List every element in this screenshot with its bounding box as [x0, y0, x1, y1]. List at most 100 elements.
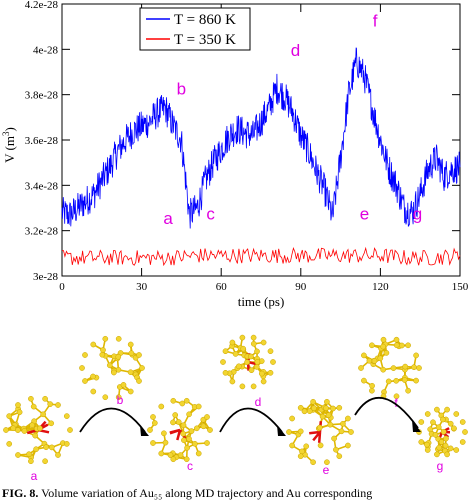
annotation-b: b [177, 80, 186, 99]
atom [102, 394, 109, 401]
atom [427, 426, 434, 433]
atom [331, 435, 337, 442]
atom [180, 430, 187, 437]
cluster-e: e [286, 398, 354, 477]
atom [128, 350, 135, 357]
atom [42, 458, 48, 465]
atom [260, 339, 267, 346]
atom [424, 411, 431, 417]
atom [444, 406, 450, 413]
atom [393, 377, 400, 384]
atom [170, 456, 177, 463]
atom [459, 419, 466, 425]
core-bond [176, 429, 182, 441]
atom [21, 428, 28, 434]
atom [385, 378, 392, 385]
arrow-head-c-to-e [277, 425, 286, 436]
cluster-label-d: d [255, 395, 262, 409]
atom [192, 440, 198, 447]
atom [405, 342, 411, 349]
atom [254, 348, 260, 355]
annotation-g: g [413, 204, 422, 223]
atom [150, 440, 156, 446]
atom [402, 363, 409, 370]
atom [250, 383, 257, 390]
core-bond [309, 430, 321, 435]
atom [55, 402, 61, 408]
atom [440, 416, 446, 423]
atom [430, 419, 436, 426]
atom [15, 452, 21, 458]
atom [40, 411, 47, 418]
atom [333, 446, 339, 453]
atom [240, 345, 247, 352]
atom [186, 435, 192, 442]
annotation-f: f [373, 12, 378, 31]
atom [239, 383, 246, 390]
atom [424, 447, 431, 453]
atom [28, 395, 34, 402]
atom [316, 424, 323, 431]
atom [6, 413, 13, 419]
atom [102, 335, 109, 342]
atom [16, 409, 23, 416]
atom [204, 440, 210, 446]
atom [317, 442, 324, 449]
atom [3, 427, 9, 433]
atom [380, 366, 387, 373]
y-tick-label: 3.2e-28 [25, 226, 59, 238]
atom [111, 369, 117, 376]
atom [459, 439, 466, 445]
legend-label-350: T = 350 K [174, 32, 236, 48]
atom [204, 414, 210, 420]
atom [28, 458, 34, 465]
atom [136, 378, 142, 384]
cluster-label-f: f [394, 396, 398, 410]
atom [15, 427, 21, 433]
cluster-label-c: c [187, 459, 193, 473]
atom [434, 406, 440, 413]
atom [405, 387, 411, 394]
atom [383, 350, 390, 356]
atom [195, 403, 202, 410]
arrow-e-to-g [354, 396, 419, 429]
atom [380, 336, 387, 343]
x-tick-label: 60 [216, 281, 228, 293]
atom [443, 435, 449, 442]
atom [127, 341, 134, 348]
atom [366, 357, 373, 364]
atom [162, 439, 169, 446]
cluster-b: b [79, 335, 145, 407]
atom [67, 427, 73, 433]
atom [286, 429, 292, 435]
legend: T = 860 K T = 350 K [139, 7, 251, 51]
atom [250, 334, 257, 341]
atom [323, 405, 329, 411]
atom [310, 398, 316, 405]
cluster-c: c [147, 397, 213, 473]
atom [303, 443, 310, 450]
atom [99, 351, 106, 358]
atom [127, 388, 134, 395]
y-tick-label: 4.2e-28 [25, 0, 59, 11]
atom [229, 339, 236, 346]
atom [179, 400, 186, 407]
atom [115, 335, 122, 342]
arrow-c-to-e [219, 407, 283, 433]
atom [393, 336, 400, 343]
x-tick-label: 150 [452, 281, 469, 293]
atom [184, 445, 190, 451]
atom [358, 365, 364, 371]
atom [253, 364, 260, 370]
atom [436, 444, 442, 451]
annotation-d: d [291, 41, 300, 60]
atom [297, 404, 304, 411]
cluster-d: d [220, 334, 276, 409]
atom [267, 369, 274, 376]
atom [188, 428, 195, 434]
atom [63, 441, 70, 447]
atom [250, 340, 257, 347]
atom [324, 459, 330, 466]
cluster-structures: a b c d e f g [3, 334, 468, 483]
